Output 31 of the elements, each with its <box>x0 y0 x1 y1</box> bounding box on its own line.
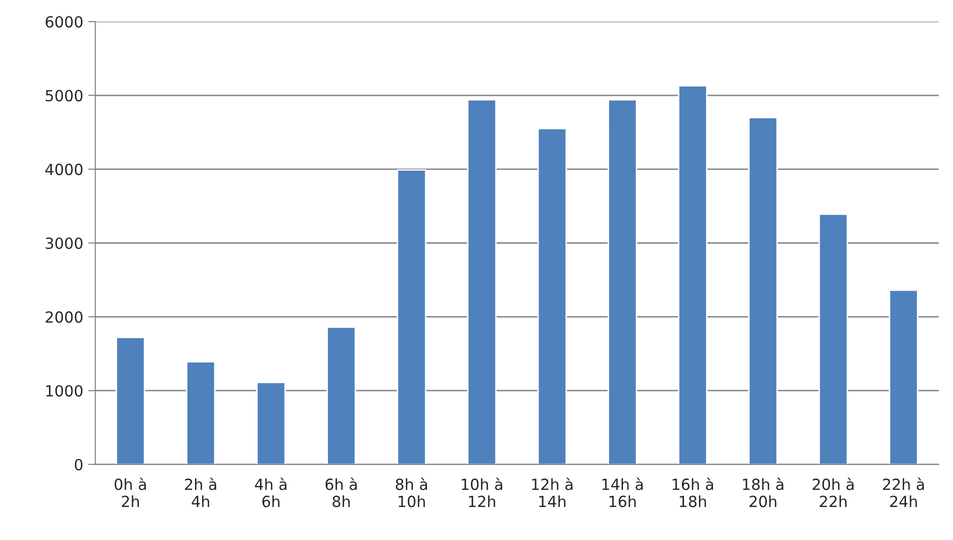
x-tick-label: 6h à 8h <box>326 478 357 508</box>
x-tick-label: 22h à 24h <box>883 478 924 508</box>
x-tick-label: 20h à 22h <box>812 478 854 508</box>
x-tick-label: 0h à 2h <box>114 478 146 508</box>
x-tick-label: 16h à 18h <box>672 478 713 508</box>
bar <box>186 361 216 464</box>
x-tick-label: 8h à 10h <box>396 478 427 508</box>
y-tick-label: 4000 <box>45 164 82 176</box>
y-tick-label: 2000 <box>46 311 82 323</box>
x-tick-label: 4h à 6h <box>254 478 286 508</box>
y-tick-label: 0 <box>74 458 82 470</box>
bar <box>748 116 778 464</box>
x-tick-label: 10h à 12h <box>462 478 502 508</box>
x-tick-label: 14h à 16h <box>602 478 643 508</box>
y-tick-label: 3000 <box>46 237 82 250</box>
x-tick-label: 2h à 4h <box>185 478 216 508</box>
bar <box>818 214 848 464</box>
x-tick-label: 12h à 14h <box>532 478 572 508</box>
bar <box>467 99 497 464</box>
bar <box>326 326 356 464</box>
bar <box>256 382 286 464</box>
bar <box>678 85 708 464</box>
bar <box>608 99 638 464</box>
y-tick-label: 1000 <box>46 385 82 397</box>
bar <box>888 290 918 464</box>
bar <box>396 169 426 464</box>
x-tick-label: 18h à 20h <box>743 478 784 508</box>
y-tick-label: 6000 <box>46 16 82 28</box>
bar <box>537 128 567 464</box>
y-tick-label: 5000 <box>46 90 82 102</box>
bar <box>116 336 146 464</box>
